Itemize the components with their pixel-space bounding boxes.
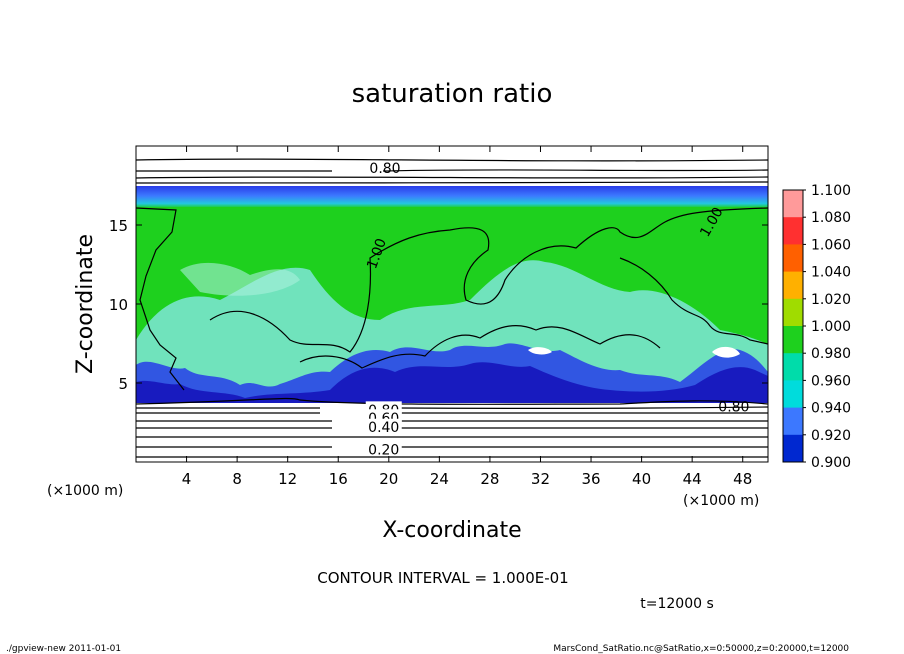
colorbar-labels: 1.100 1.080 1.060 1.040 1.020 1.000 0.980 0.960… bbox=[803, 183, 851, 471]
colorbar-label: 0.960 bbox=[811, 373, 851, 389]
x-axis-ticks: 4 8 12 16 20 24 28 32 36 40 44 48 bbox=[182, 146, 752, 488]
contour-label: 0.20 bbox=[368, 442, 399, 458]
contour-lower-2 bbox=[136, 406, 768, 410]
colorbar-swatch bbox=[783, 271, 803, 300]
cyan-plume-region bbox=[136, 260, 768, 403]
y-tick-label: 5 bbox=[118, 375, 128, 393]
colorbar-label: 1.080 bbox=[811, 210, 851, 226]
colorbar-label: 1.040 bbox=[811, 265, 851, 281]
colorbar-label: 0.980 bbox=[811, 346, 851, 362]
colorbar-label: 0.940 bbox=[811, 401, 851, 417]
contour-lines bbox=[136, 158, 768, 458]
colorbar-swatch bbox=[783, 190, 803, 218]
contour-upper-3 bbox=[136, 176, 768, 179]
colorbar-label: 1.100 bbox=[811, 183, 851, 199]
dry-band-region bbox=[136, 186, 768, 208]
colorbar-swatch bbox=[783, 407, 803, 436]
x-tick-label: 12 bbox=[278, 470, 297, 488]
deep-blue-cells bbox=[136, 362, 768, 403]
x-tick-label: 24 bbox=[430, 470, 449, 488]
stratosphere-region bbox=[136, 146, 768, 186]
contour-upper-4 bbox=[136, 181, 768, 184]
contour-interval-text: CONTOUR INTERVAL = 1.000E-01 bbox=[317, 569, 568, 587]
x-unit-right: (×1000 m) bbox=[683, 493, 759, 509]
contour-label-bg bbox=[365, 418, 402, 434]
x-tick-label: 28 bbox=[480, 470, 499, 488]
colorbar-label: 1.020 bbox=[811, 292, 851, 308]
x-tick-label: 4 bbox=[182, 470, 192, 488]
contour-one-right bbox=[619, 257, 768, 345]
contour-one-main bbox=[209, 207, 768, 353]
colorbar-swatch bbox=[783, 298, 803, 327]
contour-one-mid bbox=[299, 324, 661, 369]
x-tick-label: 36 bbox=[581, 470, 600, 488]
x-tick-label: 48 bbox=[733, 470, 752, 488]
colorbar-swatch bbox=[783, 244, 803, 273]
footer-left: ./gpview-new 2011-01-01 bbox=[6, 644, 121, 654]
dry-patch-right bbox=[712, 346, 740, 358]
colorbar bbox=[783, 190, 803, 463]
cyan-cloud-upper bbox=[180, 262, 300, 296]
colorbar-swatch bbox=[783, 353, 803, 381]
dry-patch bbox=[528, 347, 552, 355]
contour-label-bg bbox=[365, 440, 402, 456]
footer-right: MarsCond_SatRatio.nc@SatRatio,x=0:50000,… bbox=[553, 644, 849, 654]
colorbar-label: 1.060 bbox=[811, 237, 851, 253]
x-tick-label: 44 bbox=[683, 470, 702, 488]
colorbar-label: 1.000 bbox=[811, 319, 851, 335]
colorbar-swatch bbox=[783, 326, 803, 354]
colorbar-label: 0.900 bbox=[811, 455, 851, 471]
boundary-region bbox=[136, 403, 768, 462]
contour-upper-2 bbox=[136, 169, 768, 172]
contour-label: 0.80 bbox=[369, 161, 400, 177]
contour-label: 0.40 bbox=[368, 420, 399, 436]
x-unit-left: (×1000 m) bbox=[47, 483, 123, 499]
colorbar-swatch bbox=[783, 380, 803, 409]
x-tick-label: 20 bbox=[379, 470, 398, 488]
x-tick-label: 8 bbox=[232, 470, 242, 488]
contour-one-left bbox=[136, 207, 185, 391]
time-label: t=12000 s bbox=[640, 596, 714, 612]
colorbar-swatch bbox=[783, 217, 803, 245]
y-axis-ticks: 5 10 15 bbox=[109, 217, 768, 393]
colorbar-swatch bbox=[783, 434, 803, 463]
contour-lower-1 bbox=[136, 397, 768, 405]
contour-label: 0.80 bbox=[718, 400, 749, 416]
x-tick-label: 16 bbox=[329, 470, 348, 488]
y-tick-label: 15 bbox=[109, 217, 128, 235]
y-tick-label: 10 bbox=[109, 296, 128, 314]
plot-area bbox=[136, 146, 768, 462]
chart-title: saturation ratio bbox=[352, 79, 553, 109]
y-axis-label: Z-coordinate bbox=[73, 234, 98, 374]
contour-upper-1 bbox=[136, 158, 768, 162]
x-tick-label: 32 bbox=[531, 470, 550, 488]
x-tick-label: 40 bbox=[632, 470, 651, 488]
x-axis-label: X-coordinate bbox=[382, 518, 521, 543]
colorbar-label: 0.920 bbox=[811, 428, 851, 444]
